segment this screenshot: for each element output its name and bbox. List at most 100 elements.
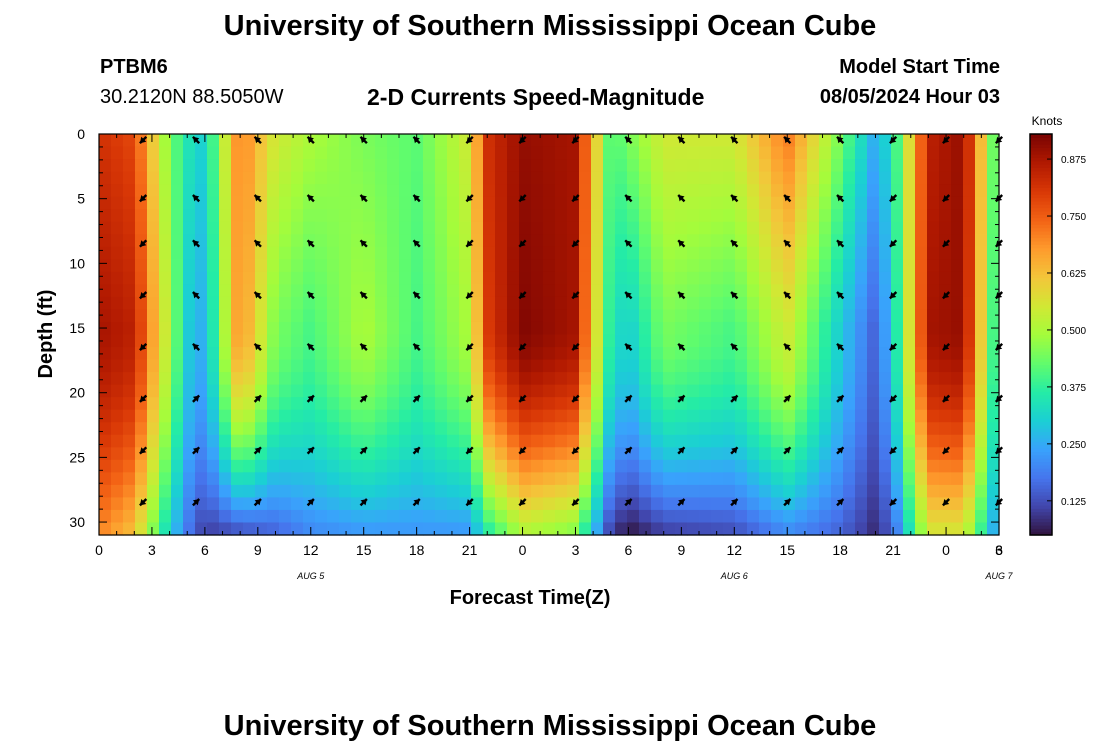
- heat-cell: [207, 296, 220, 311]
- heat-cell: [807, 234, 820, 248]
- heat-cell: [99, 284, 112, 298]
- heat-cell: [855, 397, 868, 411]
- heat-cell: [159, 234, 172, 248]
- heat-cell: [171, 221, 184, 235]
- heat-cell: [123, 334, 136, 348]
- heat-cell: [435, 209, 448, 223]
- heat-cell: [231, 359, 244, 373]
- heat-cell: [699, 397, 712, 411]
- heat-cell: [507, 134, 520, 148]
- heat-cell: [819, 347, 832, 361]
- heat-cell: [711, 221, 724, 235]
- colorbar-swatch: [1030, 431, 1052, 436]
- heat-cell: [231, 196, 244, 210]
- x-tick-label: 3: [148, 542, 156, 558]
- heat-cell: [159, 409, 172, 423]
- heat-cell: [867, 447, 880, 461]
- heat-cell: [795, 472, 808, 486]
- heat-cell: [963, 284, 976, 298]
- heat-cell: [303, 321, 316, 336]
- heat-cell: [471, 472, 484, 486]
- heat-cell: [783, 347, 796, 361]
- heat-cell: [951, 271, 964, 285]
- heat-cell: [879, 246, 892, 260]
- heat-cell: [819, 422, 832, 436]
- heat-cell: [987, 321, 1000, 336]
- heat-cell: [351, 497, 364, 511]
- heat-cell: [867, 159, 880, 173]
- colorbar-swatch: [1030, 334, 1052, 339]
- heat-cell: [315, 509, 328, 524]
- heat-cell: [663, 321, 676, 336]
- heat-cell: [195, 409, 208, 423]
- heat-cell: [519, 459, 532, 473]
- heat-cell: [207, 509, 220, 524]
- heat-cell: [615, 334, 628, 348]
- heat-cell: [819, 397, 832, 411]
- heat-cell: [171, 234, 184, 248]
- heat-cell: [735, 522, 748, 536]
- heat-cell: [963, 422, 976, 436]
- heat-cell: [867, 259, 880, 273]
- heat-cell: [99, 484, 112, 499]
- heat-cell: [711, 159, 724, 173]
- heat-cell: [603, 209, 616, 223]
- heat-cell: [459, 209, 472, 223]
- heat-cell: [783, 384, 796, 398]
- heat-cell: [327, 196, 340, 210]
- heat-cell: [495, 409, 508, 423]
- heat-cell: [579, 309, 592, 323]
- heat-cell: [567, 409, 580, 423]
- heat-cell: [483, 296, 496, 311]
- heat-cell: [879, 234, 892, 248]
- heat-cell: [759, 359, 772, 373]
- heat-cell: [219, 472, 232, 486]
- heat-cell: [231, 271, 244, 285]
- heat-cell: [279, 246, 292, 260]
- heat-cell: [495, 259, 508, 273]
- heat-cell: [315, 334, 328, 348]
- heat-cell: [831, 522, 844, 536]
- heat-cell: [915, 209, 928, 223]
- heat-cell: [711, 397, 724, 411]
- heat-cell: [459, 146, 472, 160]
- heat-cell: [639, 159, 652, 173]
- heat-cell: [663, 271, 676, 285]
- heat-cell: [939, 484, 952, 499]
- current-vector: [412, 194, 421, 203]
- colorbar-swatch: [1030, 438, 1052, 443]
- heat-cell: [387, 334, 400, 348]
- heat-cell: [447, 271, 460, 285]
- heat-cell: [327, 409, 340, 423]
- heat-cell: [387, 321, 400, 336]
- heat-cell: [447, 146, 460, 160]
- heat-cell: [591, 347, 604, 361]
- heat-cell: [615, 384, 628, 398]
- x-tick-label: 15: [356, 542, 372, 558]
- heat-cell: [231, 422, 244, 436]
- heat-cell: [867, 422, 880, 436]
- heat-cell: [579, 422, 592, 436]
- heat-cell: [867, 372, 880, 386]
- heat-cell: [387, 447, 400, 461]
- heat-cell: [567, 422, 580, 436]
- heat-cell: [99, 134, 112, 148]
- heat-cell: [279, 372, 292, 386]
- heat-cell: [339, 347, 352, 361]
- heat-cell: [819, 321, 832, 336]
- heat-cell: [183, 284, 196, 298]
- heat-cell: [471, 284, 484, 298]
- heat-cell: [603, 434, 616, 448]
- heat-cell: [759, 196, 772, 210]
- current-vector: [783, 239, 792, 248]
- heat-cell: [447, 359, 460, 373]
- heat-cell: [483, 159, 496, 173]
- colorbar-swatch: [1030, 511, 1052, 516]
- heat-cell: [903, 196, 916, 210]
- heat-cell: [543, 146, 556, 160]
- heat-cell: [291, 321, 304, 336]
- heat-cell: [183, 397, 196, 411]
- heat-cell: [411, 447, 424, 461]
- heat-cell: [675, 497, 688, 511]
- heat-cell: [759, 246, 772, 260]
